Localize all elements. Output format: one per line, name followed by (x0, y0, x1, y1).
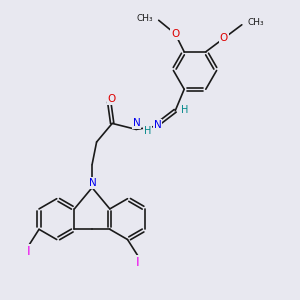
Text: H: H (144, 126, 151, 136)
Text: I: I (27, 245, 30, 258)
Text: CH₃: CH₃ (247, 19, 264, 28)
Text: O: O (171, 29, 179, 39)
Text: CH₃: CH₃ (137, 14, 153, 23)
Text: O: O (220, 33, 228, 43)
Text: N: N (154, 120, 162, 130)
Text: N: N (133, 118, 140, 128)
Text: H: H (181, 105, 188, 115)
Text: O: O (107, 94, 116, 104)
Text: I: I (136, 256, 140, 268)
Text: N: N (89, 178, 97, 188)
